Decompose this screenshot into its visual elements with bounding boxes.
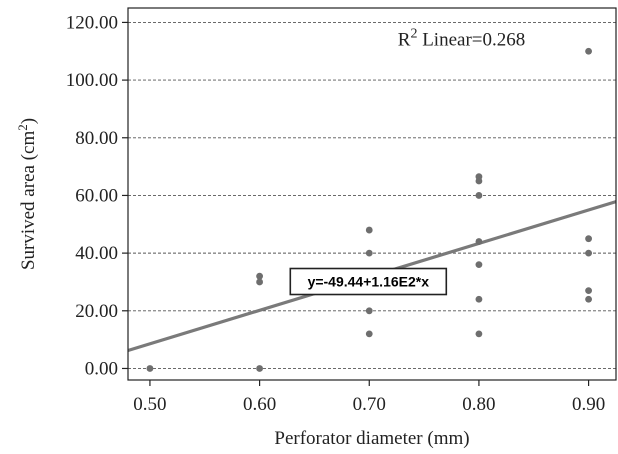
x-tick-label: 0.80 (462, 394, 495, 415)
data-point (256, 272, 263, 280)
data-point (585, 235, 592, 243)
y-tick-label: 40.00 (75, 243, 118, 264)
data-point (365, 307, 373, 315)
data-point (585, 287, 592, 295)
data-point (585, 249, 592, 257)
data-point (585, 47, 592, 55)
data-point (475, 330, 483, 338)
equation-box: y=-49.44+1.16E2*x (289, 267, 448, 296)
y-tick-label: 0.00 (85, 358, 118, 379)
axis-ticks: 0.00 20.00 40.00 60.00 80.00 100.00 120.00 0.50… (66, 12, 605, 415)
x-tick-label: 0.90 (572, 394, 605, 415)
data-point (475, 238, 483, 245)
data-point (475, 173, 483, 181)
y-tick-label: 100.00 (66, 70, 118, 91)
data-point (256, 278, 263, 286)
data-point (365, 249, 373, 257)
r2-annotation: R2 Linear=0.268 (398, 26, 525, 50)
data-point (585, 295, 592, 303)
data-point (256, 365, 263, 372)
equation-label: y=-49.44+1.16E2*x (308, 274, 430, 290)
data-point (475, 261, 483, 269)
data-point (475, 192, 483, 199)
data-point (365, 226, 373, 234)
y-tick-label: 20.00 (75, 301, 118, 322)
y-tick-label: 80.00 (75, 128, 118, 149)
x-tick-label: 0.60 (243, 394, 276, 415)
plot-frame (127, 7, 617, 381)
y-tick-label: 60.00 (75, 185, 118, 206)
x-tick-label: 0.70 (353, 394, 386, 415)
grid-lines (128, 21, 616, 369)
data-point (365, 330, 373, 338)
data-points (146, 47, 592, 372)
data-point (146, 365, 154, 372)
data-point (475, 295, 483, 303)
equation-box-frame (289, 267, 448, 296)
x-tick-label: 0.50 (133, 394, 166, 415)
y-tick-label: 120.00 (66, 12, 118, 33)
y-axis-title: Survived area (cm2) (15, 118, 39, 270)
x-axis-title: Perforator diameter (mm) (274, 428, 469, 449)
